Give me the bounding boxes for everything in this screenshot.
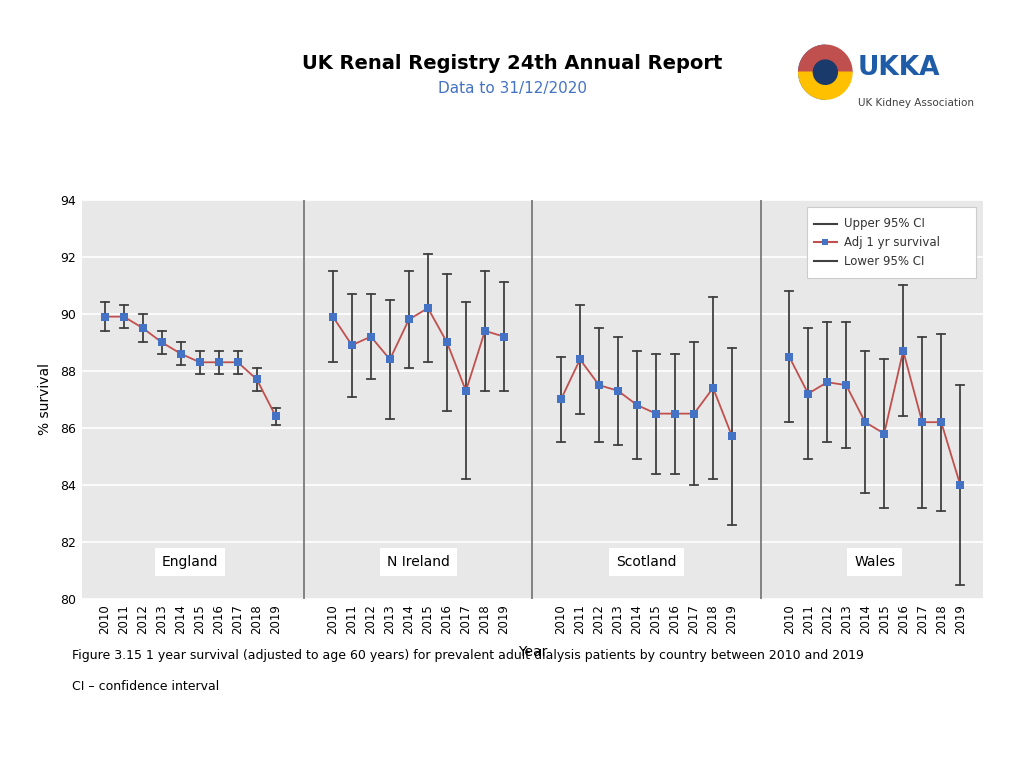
Text: Figure 3.15 1 year survival (adjusted to age 60 years) for prevalent adult dialy: Figure 3.15 1 year survival (adjusted to… (72, 649, 863, 662)
X-axis label: Year: Year (518, 645, 547, 659)
Text: N Ireland: N Ireland (387, 555, 450, 569)
Text: Wales: Wales (854, 555, 895, 569)
Y-axis label: % survival: % survival (38, 363, 52, 435)
Text: Upper 95% CI: Upper 95% CI (844, 217, 925, 230)
Polygon shape (799, 45, 825, 99)
Text: CI – confidence interval: CI – confidence interval (72, 680, 219, 693)
Circle shape (813, 60, 838, 84)
Text: UK Kidney Association: UK Kidney Association (858, 98, 974, 108)
Text: UKKA: UKKA (858, 55, 941, 81)
Polygon shape (799, 72, 852, 99)
Text: Adj 1 yr survival: Adj 1 yr survival (844, 236, 940, 249)
Text: UK Renal Registry 24th Annual Report: UK Renal Registry 24th Annual Report (302, 54, 722, 73)
Text: Scotland: Scotland (616, 555, 677, 569)
Text: Data to 31/12/2020: Data to 31/12/2020 (437, 81, 587, 96)
FancyBboxPatch shape (807, 207, 977, 278)
Text: England: England (162, 555, 218, 569)
Polygon shape (799, 45, 852, 72)
Text: Lower 95% CI: Lower 95% CI (844, 254, 925, 267)
